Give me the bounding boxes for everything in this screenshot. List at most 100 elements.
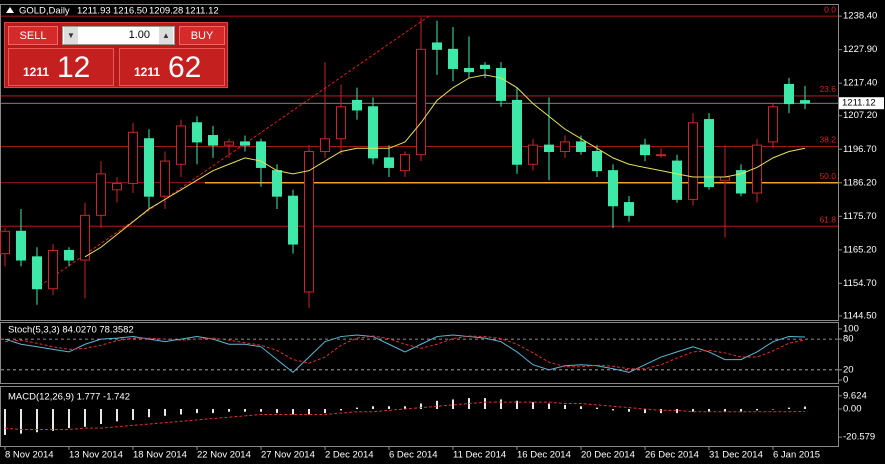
- y-tick-label: 1144.50: [843, 310, 877, 321]
- macd-bar: [404, 406, 406, 410]
- candle-body: [784, 83, 794, 105]
- y-tick-label: -20.579: [843, 432, 875, 443]
- macd-bar: [196, 409, 198, 414]
- y-tick-label: 1227.90: [843, 44, 877, 55]
- candle-body: [736, 170, 746, 194]
- candle-body: [224, 141, 234, 146]
- macd-signal: [4, 401, 806, 431]
- lot-value: 1.00: [128, 29, 150, 41]
- symbol-title: GOLD,Daily: [19, 6, 70, 17]
- macd-bar: [292, 409, 294, 415]
- ask-price[interactable]: 1211 62: [119, 48, 225, 86]
- candle-body: [16, 230, 26, 261]
- candle-body: [288, 195, 298, 245]
- candle-body: [192, 122, 202, 143]
- macd-bar: [308, 409, 310, 415]
- fibo-label: 38.2: [819, 135, 836, 145]
- macd-bar: [388, 406, 390, 410]
- macd-bar: [132, 409, 134, 420]
- y-tick-label: 1165.20: [843, 244, 877, 255]
- candle-body: [688, 122, 698, 200]
- candle-body: [80, 214, 90, 261]
- candle-body: [672, 160, 682, 200]
- macd-bar: [36, 409, 38, 433]
- macd-bar: [340, 409, 342, 411]
- x-tick-label: 2 Dec 2014: [325, 450, 374, 461]
- macd-bar: [788, 407, 790, 410]
- trade-panel: SELL ▼ 1.00 ▲ BUY 1211 12 1211 62: [4, 22, 228, 88]
- collapse-arrow: [6, 7, 14, 13]
- candle-body: [480, 64, 490, 69]
- macd-bar: [452, 399, 454, 410]
- candle-body: [768, 106, 778, 143]
- candle-body: [496, 67, 506, 101]
- ohlc-close: 1211.12: [185, 6, 219, 17]
- sell-button[interactable]: SELL: [8, 26, 58, 45]
- macd-bar: [644, 409, 646, 414]
- candle-body: [352, 99, 362, 111]
- macd-bar: [484, 398, 486, 410]
- ask-pips: 62: [168, 51, 202, 84]
- candle-body: [32, 256, 42, 290]
- x-tick-label: 6 Dec 2014: [389, 450, 438, 461]
- x-tick-label: 22 Nov 2014: [197, 450, 251, 461]
- candle-body: [800, 100, 810, 104]
- candle-body: [416, 48, 426, 156]
- y-tick-label: 1217.40: [843, 78, 877, 89]
- buy-button[interactable]: BUY: [179, 26, 225, 45]
- macd-bar: [676, 409, 678, 414]
- candle-body: [576, 141, 586, 152]
- y-tick-label: 0.00: [843, 404, 862, 415]
- lot-up[interactable]: ▲: [159, 27, 173, 44]
- macd-title: MACD(12,26,9) 1.777 -1.742: [8, 392, 130, 403]
- x-tick-label: 6 Jan 2015: [773, 450, 820, 461]
- macd-bar: [756, 409, 758, 411]
- candle-body: [64, 249, 74, 261]
- macd-bar: [260, 409, 262, 412]
- lot-input[interactable]: ▼ 1.00 ▲: [62, 26, 175, 45]
- macd-bar: [564, 404, 566, 410]
- macd-bar: [372, 406, 374, 410]
- candle-body: [400, 154, 410, 172]
- macd-bar: [68, 409, 70, 429]
- macd-bar: [356, 407, 358, 410]
- candle-body: [544, 144, 554, 152]
- macd-bar: [724, 409, 726, 412]
- macd-bar: [740, 409, 742, 412]
- bid-big-figure: 1211: [23, 65, 50, 79]
- macd-bar: [532, 402, 534, 410]
- candle-body: [608, 170, 618, 207]
- bid-pips: 12: [57, 51, 91, 84]
- candle-body: [528, 144, 538, 165]
- candle-body: [368, 106, 378, 159]
- macd-bar: [180, 409, 182, 415]
- bid-tag: [839, 97, 884, 110]
- macd-bar: [52, 409, 54, 431]
- macd-bar: [116, 409, 118, 422]
- x-tick-label: 8 Nov 2014: [5, 450, 54, 461]
- stoch-title: Stoch(5,3,3) 84.0270 78.3582: [8, 325, 134, 336]
- macd-bar: [628, 409, 630, 412]
- candle-body: [448, 48, 458, 69]
- stoch-line: [4, 334, 806, 374]
- fibo-label: 50.0: [819, 171, 836, 181]
- bid-price[interactable]: 1211 12: [8, 48, 114, 86]
- candle-body: [160, 160, 170, 197]
- x-tick-label: 16 Dec 2014: [517, 450, 571, 461]
- candle-body: [272, 170, 282, 197]
- candle-body: [112, 182, 122, 191]
- y-tick-label: 1175.70: [843, 211, 877, 222]
- macd-bar: [164, 409, 166, 416]
- ohlc-low: 1209.28: [149, 6, 183, 17]
- candle-body: [336, 106, 346, 140]
- candle-body: [256, 141, 266, 168]
- macd-bar: [228, 409, 230, 412]
- candle-body: [144, 138, 154, 197]
- candle-body: [384, 157, 394, 168]
- y-tick-label: 80: [843, 334, 854, 345]
- fibo-label: 0.0: [824, 4, 836, 14]
- x-tick-label: 20 Dec 2014: [581, 450, 635, 461]
- lot-down[interactable]: ▼: [64, 27, 78, 44]
